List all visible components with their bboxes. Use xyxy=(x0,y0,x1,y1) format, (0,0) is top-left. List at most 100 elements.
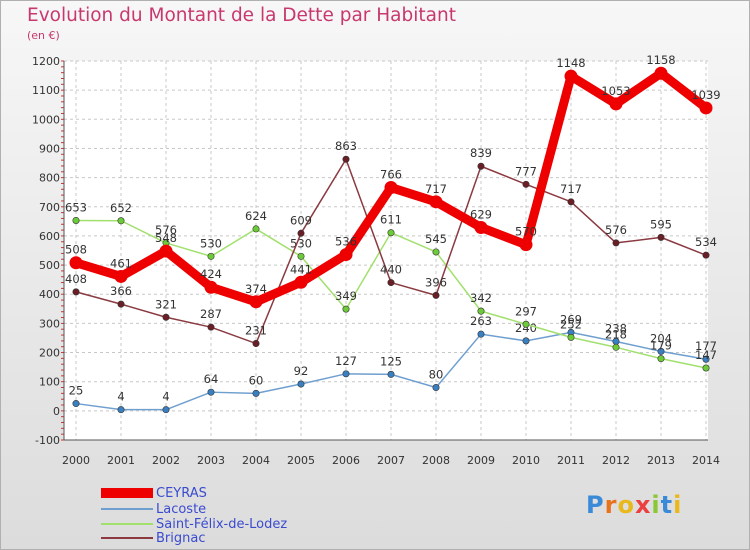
legend-label: CEYRAS xyxy=(156,485,207,501)
data-point xyxy=(207,252,215,260)
data-label: 440 xyxy=(380,263,402,277)
x-tick-label: 2004 xyxy=(242,454,270,467)
data-label: 536 xyxy=(335,235,357,249)
data-label: 652 xyxy=(110,201,132,215)
data-label: 4 xyxy=(162,390,169,404)
data-label: 629 xyxy=(470,207,492,221)
data-label: 534 xyxy=(695,235,717,249)
x-tick-label: 2013 xyxy=(647,454,675,467)
data-label: 863 xyxy=(335,139,357,153)
data-point xyxy=(657,233,665,241)
data-point xyxy=(429,195,443,209)
data-point xyxy=(204,280,218,294)
data-point xyxy=(612,343,620,351)
data-label: 1148 xyxy=(556,56,585,70)
legend-item: Lacoste xyxy=(101,501,207,517)
data-label: 92 xyxy=(294,364,309,378)
data-label: 545 xyxy=(425,232,447,246)
data-label: 240 xyxy=(515,321,537,335)
data-point xyxy=(702,251,710,259)
data-point xyxy=(657,355,665,363)
data-point xyxy=(72,400,80,408)
x-tick-label: 2012 xyxy=(602,454,630,467)
x-tick-label: 2006 xyxy=(332,454,360,467)
legend-swatch xyxy=(101,523,153,525)
data-point xyxy=(432,384,440,392)
y-tick-label: 900 xyxy=(39,142,60,155)
series-ceyras: 508 461 548 424 374 441 536 766 717 629 570 1148 105… xyxy=(65,53,721,309)
data-point xyxy=(477,307,485,315)
data-label: 766 xyxy=(380,168,402,182)
legend-label: Lacoste xyxy=(156,501,207,517)
data-label: 839 xyxy=(470,146,492,160)
y-tick-label: 400 xyxy=(39,288,60,301)
y-tick-label: 0 xyxy=(53,405,60,418)
data-label: 80 xyxy=(429,368,444,382)
data-point xyxy=(117,406,125,414)
data-point xyxy=(387,370,395,378)
data-label: 64 xyxy=(204,372,219,386)
data-label: 218 xyxy=(605,327,627,341)
legend-label: Saint-Félix-de-Lodez xyxy=(156,516,288,532)
data-point xyxy=(432,291,440,299)
data-point xyxy=(207,388,215,396)
data-label: 366 xyxy=(110,284,132,298)
data-point xyxy=(69,256,83,270)
data-label: 530 xyxy=(290,236,312,250)
data-point xyxy=(342,370,350,378)
proxiti-logo: Proxiti xyxy=(586,491,682,519)
data-label: 461 xyxy=(110,256,132,270)
logo-letter: t xyxy=(660,491,674,519)
data-point xyxy=(474,220,488,234)
data-point xyxy=(162,406,170,414)
data-point xyxy=(522,337,530,345)
data-label: 1039 xyxy=(691,88,720,102)
data-label: 349 xyxy=(335,289,357,303)
data-label: 570 xyxy=(515,225,537,239)
legend-swatch xyxy=(101,537,153,539)
data-point xyxy=(477,330,485,338)
data-label: 321 xyxy=(155,297,177,311)
y-tick-label: 500 xyxy=(39,259,60,272)
legend-swatch xyxy=(101,508,153,510)
data-point xyxy=(207,323,215,331)
logo-letter: i xyxy=(651,491,661,519)
x-tick-label: 2005 xyxy=(287,454,315,467)
data-point xyxy=(519,238,533,252)
data-label: 777 xyxy=(515,164,537,178)
data-point xyxy=(564,69,578,83)
legend-item: Saint-Félix-de-Lodez xyxy=(101,516,288,532)
data-point xyxy=(657,347,665,355)
y-tick-label: 100 xyxy=(39,376,60,389)
data-point xyxy=(567,333,575,341)
data-point xyxy=(252,389,260,397)
data-label: 252 xyxy=(560,317,582,331)
data-point xyxy=(522,180,530,188)
x-tick-label: 2000 xyxy=(62,454,90,467)
data-point xyxy=(387,279,395,287)
data-point xyxy=(699,101,713,115)
data-label: 374 xyxy=(245,282,267,296)
data-point xyxy=(297,229,305,237)
legend-swatch xyxy=(101,488,153,498)
x-tick-label: 2009 xyxy=(467,454,495,467)
data-point xyxy=(252,340,260,348)
logo-letter: r xyxy=(604,491,618,519)
data-label: 576 xyxy=(605,223,627,237)
data-label: 60 xyxy=(249,373,264,387)
data-label: 508 xyxy=(65,243,87,257)
data-label: 125 xyxy=(380,354,402,368)
chart-subtitle: (en €) xyxy=(27,29,60,42)
data-point xyxy=(567,198,575,206)
data-label: 342 xyxy=(470,291,492,305)
data-label: 424 xyxy=(200,267,222,281)
y-tick-label: -100 xyxy=(35,434,60,447)
data-point xyxy=(339,248,353,262)
data-point xyxy=(252,225,260,233)
y-tick-label: 200 xyxy=(39,347,60,360)
data-label: 576 xyxy=(155,223,177,237)
data-label: 177 xyxy=(695,339,717,353)
data-label: 127 xyxy=(335,354,357,368)
data-point xyxy=(297,380,305,388)
